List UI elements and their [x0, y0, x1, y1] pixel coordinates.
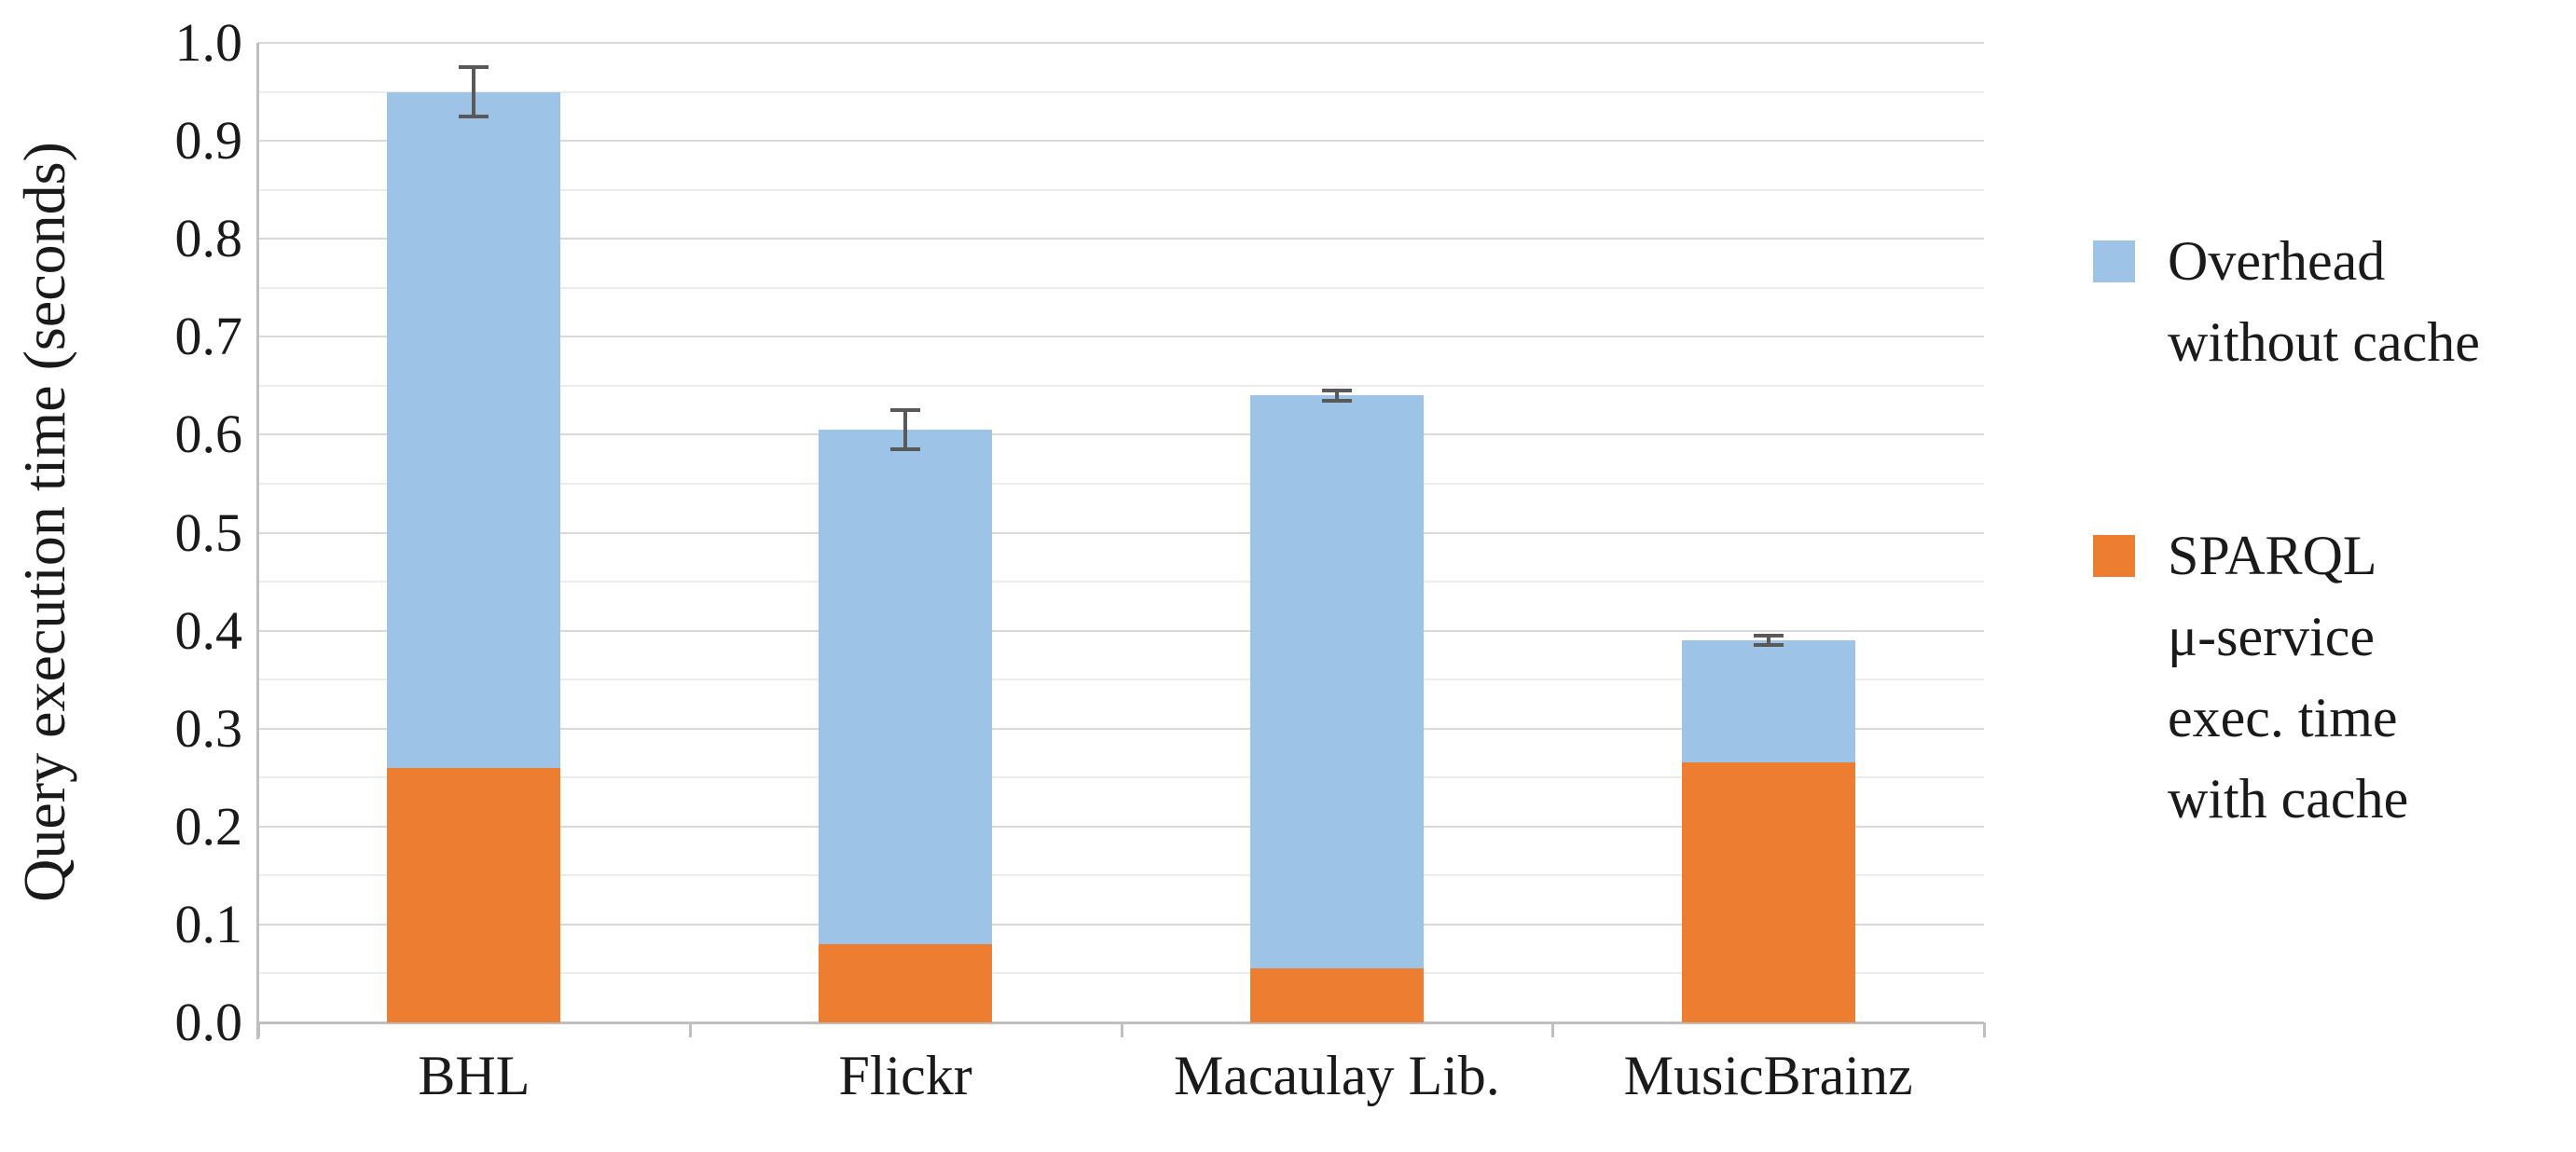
- y-gridline-minor: [258, 482, 1984, 485]
- error-bar-line-BHL: [472, 67, 476, 117]
- y-gridline-major: [258, 433, 1984, 436]
- y-tick-label: 1.0: [174, 12, 243, 73]
- bar-segment-overhead-Flickr: [819, 430, 993, 944]
- y-tick-label: 0.8: [174, 208, 243, 269]
- x-axis-tick-mark: [1120, 1022, 1123, 1037]
- y-gridline-minor: [258, 384, 1984, 387]
- legend-swatch-icon: [2093, 535, 2135, 577]
- legend-swatch-icon: [2093, 240, 2135, 282]
- y-gridline-major: [258, 727, 1984, 730]
- legend-label-line: with cache: [2168, 768, 2409, 830]
- y-gridline-major: [258, 531, 1984, 534]
- y-gridline-major: [258, 923, 1984, 926]
- bar-segment-overhead-BHL: [387, 91, 561, 768]
- error-bar-cap: [1753, 643, 1784, 648]
- error-bar-cap: [1321, 389, 1352, 393]
- y-tick-label: 0.0: [174, 992, 243, 1052]
- legend-label-line: μ-service: [2168, 606, 2376, 667]
- legend-label-line: SPARQL: [2168, 525, 2377, 586]
- y-gridline-major: [258, 629, 1984, 632]
- y-tick-label: 0.2: [174, 795, 243, 857]
- y-tick-label: 0.4: [174, 599, 243, 661]
- x-axis-tick-mark: [1551, 1022, 1555, 1037]
- y-axis-line: [256, 43, 259, 1039]
- category-label-Flickr: Flickr: [838, 1045, 972, 1106]
- y-gridline-major: [258, 140, 1984, 143]
- y-gridline-minor: [258, 679, 1984, 681]
- error-bar-line-Flickr: [903, 410, 908, 450]
- x-axis-tick-mark: [257, 1022, 260, 1037]
- bar-segment-with-cache-Macaulay-Lib-: [1249, 968, 1424, 1022]
- legend-label: Overhead without cache: [2168, 221, 2480, 383]
- legend-label: SPARQL μ-service exec. time with cache: [2168, 515, 2408, 840]
- error-bar-cap: [1321, 398, 1352, 403]
- y-gridline-major: [258, 825, 1984, 828]
- y-gridline-minor: [258, 581, 1984, 583]
- y-gridline-major: [258, 42, 1984, 44]
- category-label-Macaulay-Lib-: Macaulay Lib.: [1173, 1045, 1500, 1106]
- bar-segment-overhead-Macaulay-Lib-: [1249, 395, 1424, 969]
- x-axis-tick-mark: [1983, 1022, 1986, 1037]
- y-gridline-minor: [258, 972, 1984, 975]
- y-tick-label: 0.6: [174, 404, 243, 465]
- y-gridline-major: [258, 238, 1984, 240]
- y-tick-label: 0.9: [174, 110, 243, 171]
- y-gridline-minor: [258, 90, 1984, 93]
- legend-label-line: exec. time: [2168, 687, 2398, 748]
- error-bar-line-Macaulay-Lib-: [1334, 391, 1339, 401]
- error-bar-cap: [459, 114, 489, 118]
- y-tick-label: 0.3: [174, 697, 243, 759]
- y-gridline-minor: [258, 776, 1984, 779]
- bar-segment-overhead-MusicBrainz: [1681, 640, 1855, 763]
- y-gridline-minor: [258, 188, 1984, 191]
- error-bar-line-MusicBrainz: [1766, 635, 1770, 646]
- error-bar-cap: [1753, 633, 1784, 638]
- legend-label-line: Overhead: [2168, 230, 2386, 292]
- x-axis-tick-mark: [688, 1022, 692, 1037]
- error-bar-cap: [459, 65, 489, 70]
- plot-area: [258, 42, 1984, 1024]
- category-label-BHL: BHL: [418, 1045, 530, 1106]
- y-tick-label: 0.5: [174, 501, 243, 563]
- error-bar-cap: [890, 408, 921, 413]
- error-bar-cap: [890, 447, 921, 452]
- category-label-MusicBrainz: MusicBrainz: [1623, 1045, 1913, 1106]
- bar-segment-with-cache-MusicBrainz: [1681, 762, 1855, 1022]
- bar-segment-with-cache-Flickr: [819, 943, 993, 1022]
- y-gridline-minor: [258, 874, 1984, 877]
- y-tick-label: 0.7: [174, 306, 243, 367]
- y-gridline-major: [258, 336, 1984, 338]
- y-gridline-minor: [258, 286, 1984, 289]
- y-tick-label: 0.1: [174, 893, 243, 954]
- legend-label-line: without cache: [2168, 311, 2480, 373]
- bar-segment-with-cache-BHL: [387, 767, 561, 1022]
